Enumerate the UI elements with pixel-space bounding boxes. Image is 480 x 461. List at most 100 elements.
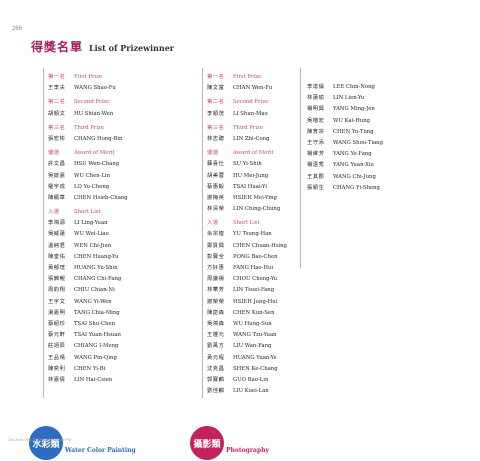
list-item: 謝榮榮 HSIEH Jung-Hui [207, 297, 287, 308]
list-item-chinese: 楊明興 [307, 106, 325, 113]
list-item-chinese: 郭寶麟 [207, 376, 225, 383]
page-number: 266 [12, 26, 23, 32]
list-item: 黃郁瑄 HUANG Yu-Shin [48, 263, 128, 274]
list-item-chinese: 劉佳麟 [207, 388, 225, 395]
list-item-chinese: 周鈞翔 [48, 287, 66, 294]
list-item-chinese: 林蓮瑜 [307, 95, 325, 102]
photography-badge-label: 攝影類 [193, 439, 221, 450]
list-item-chinese: 余宗煌 [207, 231, 225, 238]
list-item: 吳鴻森 WU Hung-Sun [207, 319, 287, 330]
list-item: 吳威蓮 WU Wei-Liao [48, 229, 128, 240]
extra-list: 李達倫 LEE Chin-Nong 林蓮瑜 LIN Lien-Yu 楊明興 YANG Mi… [307, 82, 383, 194]
section-heading: 入選 Short List [48, 207, 128, 218]
list-item: 陳育宗 CHEN Yu-Tung [307, 127, 383, 138]
list-item-english: CHEN Hsieh-Chang [74, 194, 128, 201]
list-item: 王其郡 WANG Chi-Jung [307, 172, 383, 183]
list-item-english: SU Yi-Shih [233, 161, 262, 168]
photography-badge-english: Photography [226, 447, 269, 454]
list-item-english: HUANG Yuan-Ye [233, 354, 277, 361]
photography-badge: 攝影類 Photography [190, 426, 269, 460]
list-item-english: YANG Ming-Jen [333, 106, 375, 113]
list-item: 黃元程 HUANG Yuan-Ye [207, 353, 287, 364]
water-color-badge-circle: 水彩類 [29, 426, 63, 460]
list-item-english: CHEN Chuan-Hsing [233, 242, 287, 249]
list-item-chinese: 吳威蓮 [48, 231, 66, 238]
section-heading: 優選 Award of Merit [207, 148, 287, 159]
list-item: 蘇喜仕 SU Yi-Shih [207, 159, 287, 170]
list-item-chinese: 李達倫 [307, 84, 325, 90]
list-item-english: LIN Ching-Chung [233, 206, 281, 213]
list-item-chinese: 李鴻源 [48, 220, 66, 227]
list-item-english: WANG Tzu-Yuan [233, 332, 277, 339]
list-item-english: WANG Pin-Qing [74, 354, 117, 361]
list-item: 李達倫 LEE Chin-Nong [307, 82, 383, 93]
list-item-chinese: 吳楷宏 [307, 117, 325, 124]
list-item-chinese: 羅宇成 [48, 183, 66, 190]
list-item: 劉萬方 LIU Wan-Fang [207, 341, 287, 352]
section-heading-chinese: 第二名 [48, 99, 66, 106]
list-item-chinese: 蔡紹珍 [48, 320, 66, 327]
list-item-english: TSAI Shu-Chen [74, 320, 116, 327]
list-item-english: LO Yu-Cheng [74, 183, 110, 190]
list-item-chinese: 王守添 [307, 139, 325, 146]
list-item-english: HSU Wen-Chang [74, 161, 120, 168]
section-heading-chinese: 優選 [48, 150, 60, 157]
list-item: 蔡紹珍 TSAI Shu-Chen [48, 319, 128, 330]
list-item-chinese: 胡美蓉 [207, 172, 225, 179]
water-color-list: 第一名 First Prize 王李夫 WANG Shao-Fu 第二名 Second P… [48, 72, 128, 386]
list-item: 劉佳麟 LIU Kuei-Lan [207, 386, 287, 397]
list-item-chinese: 陳文富 [207, 85, 225, 92]
list-item-chinese: 蘇喜仕 [207, 161, 225, 168]
list-item-english: TANG Chia-Ming [74, 309, 120, 316]
list-item-chinese: 胡順文 [48, 110, 66, 117]
list-item: 蔡元軒 TSAI Yuan-Hsuan [48, 330, 128, 341]
list-item: 吳楷宏 WU Kai-Hung [307, 116, 383, 127]
list-item-chinese: 林華芳 [207, 287, 225, 294]
title-chinese: 得獎名單 [31, 40, 84, 54]
title-english: List of Prizewinner [89, 43, 174, 53]
print-footer: 266.indd 266 2012/4/23 3:11:14 PM [8, 437, 71, 443]
list-item: 謝梅英 HSIEH Mei-Ying [207, 193, 287, 204]
list-item-chinese: 謝梅英 [207, 194, 225, 201]
list-item-chinese: 謝榮榮 [207, 298, 225, 305]
list-item-english: WU Kai-Hung [333, 117, 371, 124]
list-item-english: WU Chen-Lin [74, 172, 111, 179]
list-item-english: WEN Chi-Jiun [74, 242, 112, 249]
water-color-badge-english: Water Color Painting [65, 447, 136, 454]
section-heading-chinese: 入選 [48, 209, 60, 216]
list-item-english: TSAI Yuan-Hsuan [74, 332, 121, 339]
list-item-english: WU Wei-Liao [74, 231, 109, 238]
photography-badge-circle: 攝影類 [190, 426, 224, 460]
list-item-chinese: 王李夫 [48, 85, 66, 92]
list-item: 莊翊辰 CHIANG I-Meng [48, 341, 128, 352]
section-heading: 第二名 Second Prize [48, 97, 128, 108]
list-item-chinese: 王遵元 [207, 332, 225, 339]
list-item-english: LI Ling-Yuan [74, 220, 108, 227]
section-heading-chinese: 第三名 [207, 124, 225, 131]
section-heading: 第三名 Third Prize [207, 123, 287, 134]
section-heading-english: Second Prize [233, 99, 269, 106]
list-item-chinese: 黃元程 [207, 354, 225, 361]
divider-line-left [43, 68, 44, 398]
list-item: 楊維芳 YANG Ye-Fang [307, 149, 383, 160]
section-heading-chinese: 第一名 [207, 74, 225, 80]
list-item: 林志聰 LIN Zhi-Cong [207, 134, 287, 145]
list-item-chinese: 張錦鯤 [48, 276, 66, 283]
list-item-english: HSIEH Jung-Hui [233, 298, 278, 305]
list-item-chinese: 彭寶全 [207, 253, 225, 260]
list-item: 楊遠秀 YANG Yuan-Xiu [307, 160, 383, 171]
footer-line: 266.indd 266 2012/4/23 3:11:14 PM [8, 437, 72, 442]
list-item: 許文昌 HSU Wen-Chang [48, 159, 128, 170]
list-item: 沈克昌 SHEN Ke-Chang [207, 364, 287, 375]
list-item-chinese: 吳鴻森 [207, 320, 225, 327]
list-item-english: HUANG Yu-Shin [74, 265, 118, 271]
list-item-chinese: 湯嘉明 [48, 309, 66, 316]
list-item-chinese: 陳顯章 [48, 194, 66, 201]
list-item-english: LIN Hai-Csien [74, 376, 113, 383]
list-item: 王品晴 WANG Pin-Qing [48, 353, 128, 364]
list-item-chinese: 林清榮 [207, 206, 225, 213]
list-item-chinese: 楊遠秀 [307, 162, 325, 169]
list-item-english: CHIU Chian-Ni [74, 287, 115, 294]
divider-line-right [300, 68, 301, 268]
page-title: 得獎名單 List of Prizewinner [31, 38, 174, 55]
